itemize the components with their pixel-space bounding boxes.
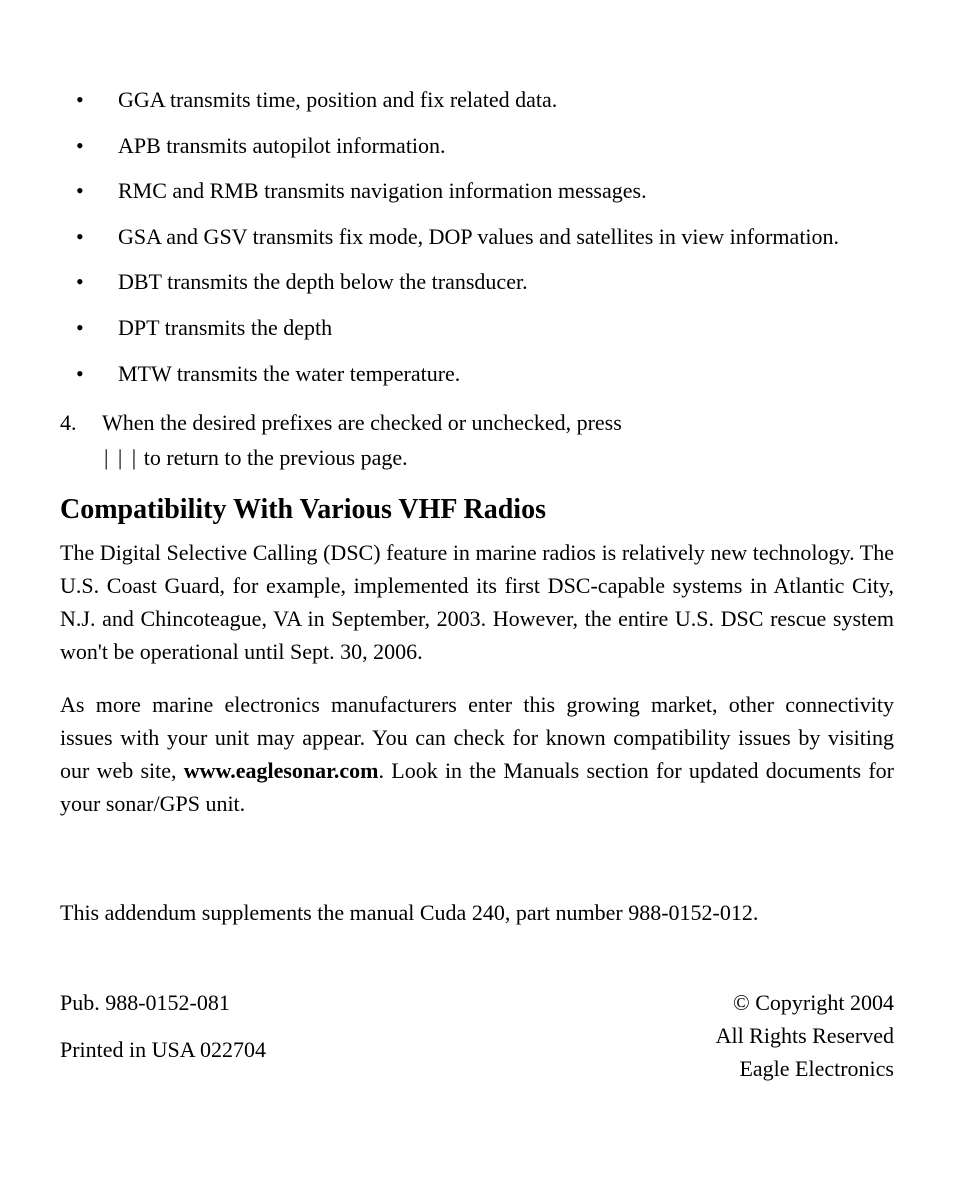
addendum-before: This addendum supplements the manual <box>60 900 420 925</box>
company-name: Eagle Electronics <box>716 1052 894 1085</box>
printed-info: Printed in USA 022704 <box>60 1033 266 1066</box>
button-placeholder-pipes: | | | <box>104 445 138 470</box>
copyright: © Copyright 2004 <box>716 986 894 1019</box>
footer: Pub. 988-0152-081 Printed in USA 022704 … <box>60 986 894 1085</box>
step-text-after: to return to the previous page. <box>138 445 407 470</box>
paragraph-2: As more marine electronics manufacturers… <box>60 688 894 820</box>
rights-reserved: All Rights Reserved <box>716 1019 894 1052</box>
step-text-before: When the desired prefixes are checked or… <box>102 410 622 435</box>
pub-number: Pub. 988-0152-081 <box>60 986 266 1019</box>
bullet-list: GGA transmits time, position and fix rel… <box>60 80 894 393</box>
manual-name: Cuda 240 <box>420 900 505 925</box>
step-number: 4. <box>60 405 102 440</box>
website-link: www.eaglesonar.com <box>184 758 379 783</box>
section-heading: Compatibility With Various VHF Radios <box>60 494 894 526</box>
list-item: GGA transmits time, position and fix rel… <box>60 80 894 120</box>
paragraph-1: The Digital Selective Calling (DSC) feat… <box>60 536 894 668</box>
list-item: DPT transmits the depth <box>60 308 894 348</box>
footer-left: Pub. 988-0152-081 Printed in USA 022704 <box>60 986 266 1085</box>
footer-right: © Copyright 2004 All Rights Reserved Eag… <box>716 986 894 1085</box>
numbered-step: 4.When the desired prefixes are checked … <box>60 405 894 475</box>
list-item: DBT transmits the depth below the transd… <box>60 262 894 302</box>
addendum-after: , part number 988-0152-012. <box>505 900 759 925</box>
list-item: RMC and RMB transmits navigation informa… <box>60 171 894 211</box>
list-item: MTW transmits the water temperature. <box>60 354 894 394</box>
list-item: GSA and GSV transmits fix mode, DOP valu… <box>60 217 894 257</box>
list-item: APB transmits autopilot information. <box>60 126 894 166</box>
addendum-note: This addendum supplements the manual Cud… <box>60 900 894 926</box>
